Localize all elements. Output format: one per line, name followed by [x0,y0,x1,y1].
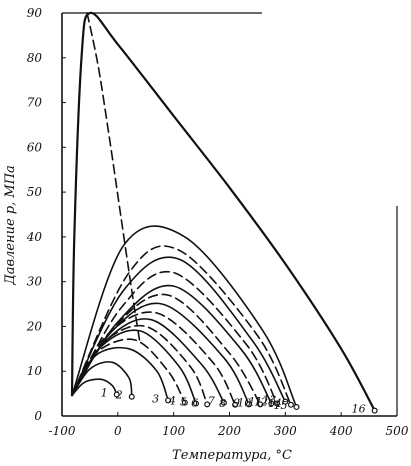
y-tick-label: 30 [27,275,43,289]
tick-labels: 0 10 20 30 40 50 60 70 80 90 -100 0 100 200 300 400 500 [26,6,409,438]
x-tick-label: 400 [329,424,353,438]
series-8-critical-point [232,401,239,408]
series-14-label: 14 [268,397,282,410]
series-5-label: 5 [180,395,187,408]
series-6-critical-point [204,401,211,408]
series-5-critical-point [193,400,200,407]
series-1-label: 1 [101,387,108,400]
y-axis-title: Давление p, МПа [3,165,18,286]
series-1-line [71,378,118,397]
series-11-line [71,284,273,405]
series-12-label: 12 [254,395,268,408]
y-tick-label: 90 [27,6,43,20]
series-9-critical-point [246,401,253,408]
x-tick-label: -100 [49,424,76,438]
series-1-critical-point [113,391,120,398]
series-2-critical-point [128,393,135,400]
series-10-critical-point [257,401,264,408]
y-tick-label: 40 [26,230,43,244]
series-14-critical-point [287,401,294,408]
series-13-label: 13 [262,394,276,407]
series-11-critical-point [268,400,275,407]
series-6-label: 6 [191,396,198,409]
series-3-label: 3 [152,392,159,405]
series-12-critical-point [273,400,280,407]
y-tick-label: 10 [27,364,43,378]
x-tick-label: 100 [162,424,185,438]
series-7-label: 7 [208,395,215,408]
axes [61,12,398,417]
y-tick-label: 20 [26,319,43,333]
y-tick-label: 50 [27,185,43,199]
series-12-line [71,270,278,405]
series-4-critical-point [181,399,188,406]
series-15-critical-point [293,404,300,411]
series-7-critical-point [220,399,227,406]
x-tick-label: 300 [274,424,297,438]
series-16-label: 16 [352,403,366,416]
series-11-label: 11 [248,395,262,408]
critical-locus-line [86,12,141,346]
series-10-label: 10 [237,396,251,409]
series-16-critical-point [371,407,378,414]
series-3-critical-point [165,397,172,404]
series-15-label: 15 [274,399,288,412]
series-14-line [71,245,292,406]
y-tick-label: 80 [27,51,43,65]
series-8-label: 8 [219,397,226,410]
x-tick-label: 0 [114,424,122,438]
x-tick-label: 500 [386,424,409,438]
series-5-line [71,329,197,405]
series-13-line [71,256,287,403]
y-tick-label: 70 [27,96,43,110]
y-tick-label: 60 [27,140,43,154]
series-15-line [71,225,298,408]
y-tick-label: 0 [34,409,42,423]
series-13-critical-point [282,398,289,405]
series-9-label: 9 [233,396,240,409]
x-tick-label: 200 [217,424,241,438]
series-8-line [71,311,236,406]
series-4-label: 4 [168,395,176,408]
x-axis-title: Температура, °C [172,448,292,463]
series-2-label: 2 [115,389,123,402]
series-16-line [70,11,376,412]
